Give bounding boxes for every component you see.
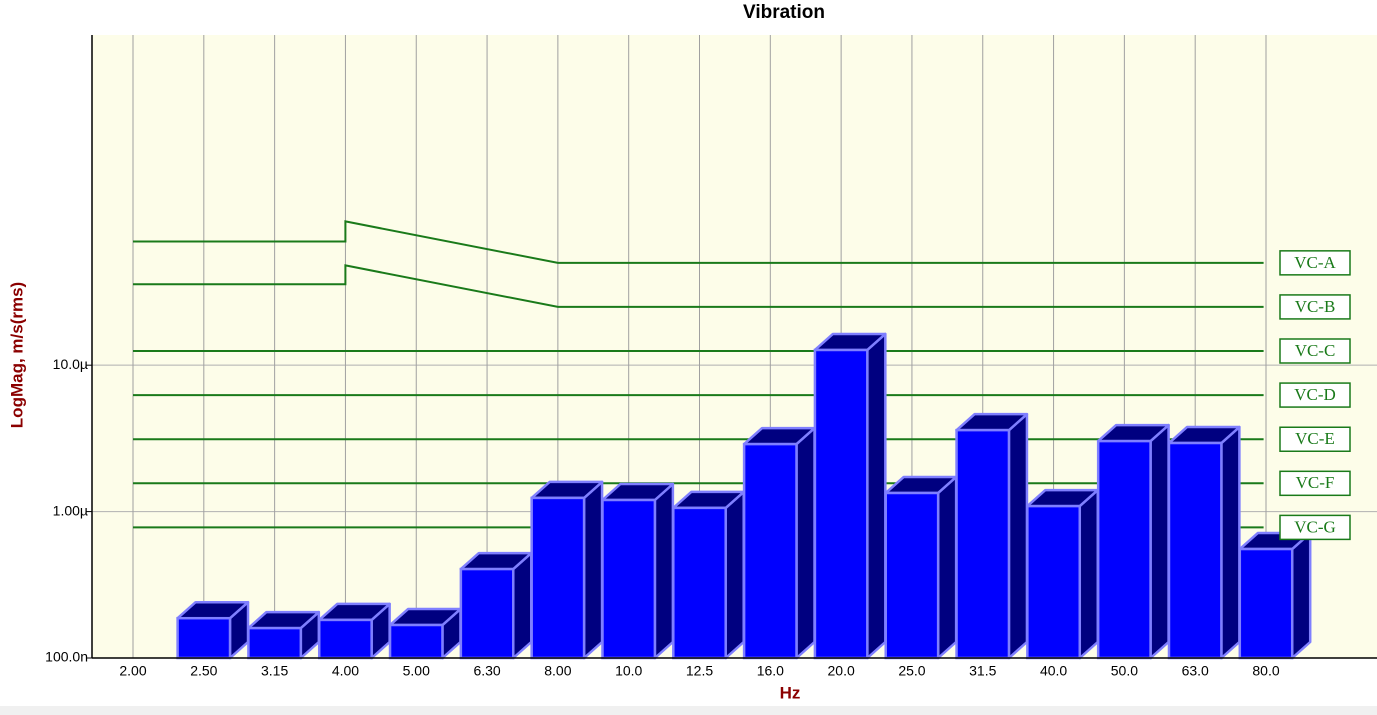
bar — [742, 442, 798, 660]
bar-side — [582, 480, 604, 660]
status-strip — [0, 706, 1377, 715]
reference-label-box — [1279, 426, 1351, 452]
x-tick-label: 10.0 — [615, 663, 642, 679]
bar-side — [1007, 412, 1029, 660]
bar — [1167, 441, 1223, 660]
bar-side — [1290, 531, 1312, 660]
y-axis-title: LogMag, m/s(rms) — [7, 282, 26, 428]
bars — [176, 332, 1312, 660]
bar-side — [724, 490, 745, 660]
x-tick-label: 63.0 — [1182, 663, 1209, 679]
bar — [388, 623, 444, 660]
reference-label-box — [1279, 294, 1351, 320]
x-tick-label: 8.00 — [544, 663, 571, 679]
bar-side — [1149, 423, 1170, 660]
x-tick-label: 4.00 — [332, 663, 359, 679]
bar-side — [1220, 425, 1241, 660]
y-tick-label: 10.0µ — [53, 356, 88, 372]
reference-label: VC-A — [1294, 253, 1336, 272]
labels: VC-A VC-B VC-C VC-D VC-E VC-F VC-G — [1279, 250, 1351, 541]
x-tick-label: 16.0 — [757, 663, 784, 679]
bar — [1026, 504, 1082, 660]
bar — [672, 506, 727, 660]
bar — [813, 348, 869, 660]
reference-label-box — [1279, 382, 1351, 408]
reference-label-box — [1279, 514, 1351, 541]
x-tick-label: 3.15 — [261, 663, 288, 679]
bar-side — [866, 332, 887, 660]
reference-line — [133, 264, 1264, 308]
x-tick-label: 12.5 — [686, 663, 713, 679]
reference-label-box — [1279, 470, 1351, 497]
reference-label: VC-C — [1295, 341, 1336, 360]
bar — [1096, 439, 1152, 660]
reference-label: VC-G — [1294, 517, 1336, 536]
bar — [176, 616, 232, 660]
x-axis-title: Hz — [780, 683, 801, 702]
reference-label: VC-B — [1295, 297, 1336, 316]
bar — [884, 491, 940, 660]
bar — [317, 618, 373, 660]
bar — [459, 567, 515, 660]
x-tick-label: 50.0 — [1111, 663, 1138, 679]
bar-side — [795, 426, 816, 660]
x-tick-label: 2.50 — [190, 663, 217, 679]
bar — [530, 496, 586, 660]
y-tick-label: 100.0n — [45, 649, 88, 665]
y-tick-label: 1.00µ — [53, 502, 88, 518]
x-tick-label: 25.0 — [898, 663, 925, 679]
reference-line — [133, 220, 1264, 264]
x-tick-label: 20.0 — [828, 663, 855, 679]
reference-label-box — [1279, 250, 1351, 276]
bar-side — [512, 551, 533, 660]
reference-label: VC-E — [1295, 429, 1335, 448]
bar-side — [653, 482, 675, 660]
bar-side — [1078, 488, 1100, 660]
x-tick-label: 40.0 — [1040, 663, 1067, 679]
bar-side — [936, 475, 958, 660]
x-tick-label: 6.30 — [473, 663, 500, 679]
bar — [247, 626, 303, 660]
x-tick-label: 31.5 — [969, 663, 996, 679]
bar — [1238, 547, 1294, 660]
reference-label: VC-D — [1294, 385, 1336, 404]
bar — [601, 498, 657, 660]
reference-lines — [133, 220, 1264, 529]
x-tick-label: 2.00 — [119, 663, 146, 679]
reference-label: VC-F — [1296, 473, 1335, 492]
reference-label-box — [1279, 338, 1351, 364]
x-tick-label: 5.00 — [403, 663, 430, 679]
x-tick-label: 80.0 — [1252, 663, 1279, 679]
chart-title: Vibration — [743, 2, 825, 23]
bar — [955, 428, 1011, 660]
